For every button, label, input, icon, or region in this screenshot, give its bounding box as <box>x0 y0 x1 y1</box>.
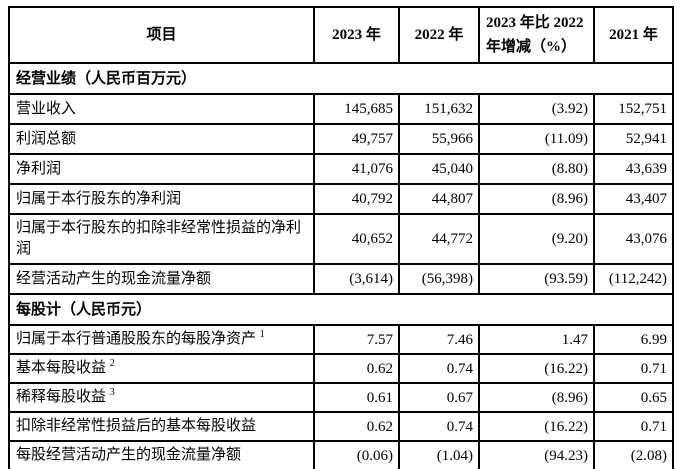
section-title: 经营业绩（人民币百万元） <box>8 62 674 95</box>
value-2022: 0.67 <box>398 382 480 413</box>
section-header-row: 经营业绩（人民币百万元） <box>8 62 674 95</box>
value-2022: 44,772 <box>398 213 480 265</box>
table-header-row: 项目 2023 年 2022 年 2023 年比 2022 年增减（%） 202… <box>8 6 674 64</box>
value-2022: 55,966 <box>398 123 480 155</box>
value-2022: 44,807 <box>398 183 480 215</box>
value-change: (11.09) <box>478 123 595 155</box>
value-change: (94.23) <box>478 440 595 469</box>
value-2022: 0.74 <box>398 411 480 442</box>
table-header: 项目 2023 年 2022 年 2023 年比 2022 年增减（%） 202… <box>8 6 674 64</box>
row-label: 经营活动产生的现金流量净额 <box>8 263 315 295</box>
value-2021: 152,751 <box>593 93 674 125</box>
value-change: (8.96) <box>478 382 595 413</box>
table-row: 归属于本行股东的扣除非经常性损益的净利润 40,652 44,772 (9.20) 43… <box>8 213 674 265</box>
section-header-row: 每股计（人民币元） <box>8 293 674 326</box>
column-header-item: 项目 <box>8 6 315 64</box>
row-label: 稀释每股收益 3 <box>8 382 315 413</box>
row-label: 基本每股收益 2 <box>8 353 315 384</box>
row-label: 归属于本行股东的净利润 <box>8 183 315 215</box>
footnote-marker: 1 <box>259 329 265 340</box>
value-2023: (0.06) <box>313 440 400 469</box>
row-label: 扣除非经常性损益后的基本每股收益 <box>8 411 315 442</box>
value-2023: 0.62 <box>313 411 400 442</box>
table-row: 利润总额 49,757 55,966 (11.09) 52,941 <box>8 123 674 155</box>
column-header-2022: 2022 年 <box>398 6 480 64</box>
table-body: 经营业绩（人民币百万元） 营业收入 145,685 151,632 (3.92) 152,… <box>8 62 674 469</box>
table-row: 归属于本行股东的净利润 40,792 44,807 (8.96) 43,407 <box>8 183 674 215</box>
value-2023: 0.62 <box>313 353 400 384</box>
value-2022: 45,040 <box>398 153 480 185</box>
value-2022: 7.46 <box>398 324 480 355</box>
value-2023: 0.61 <box>313 382 400 413</box>
column-header-change: 2023 年比 2022 年增减（%） <box>478 6 595 64</box>
table-row: 扣除非经常性损益后的基本每股收益 0.62 0.74 (16.22) 0.71 <box>8 411 674 442</box>
value-2022: (56,398) <box>398 263 480 295</box>
value-change: (16.22) <box>478 411 595 442</box>
value-2021: 0.71 <box>593 411 674 442</box>
column-header-2023: 2023 年 <box>313 6 400 64</box>
value-2023: 145,685 <box>313 93 400 125</box>
footnote-marker: 2 <box>109 358 115 369</box>
value-2023: 41,076 <box>313 153 400 185</box>
value-2021: 6.99 <box>593 324 674 355</box>
value-2023: 7.57 <box>313 324 400 355</box>
table-row: 营业收入 145,685 151,632 (3.92) 152,751 <box>8 93 674 125</box>
table-row: 稀释每股收益 3 0.61 0.67 (8.96) 0.65 <box>8 382 674 413</box>
value-2021: 52,941 <box>593 123 674 155</box>
value-change: (93.59) <box>478 263 595 295</box>
value-2022: 151,632 <box>398 93 480 125</box>
value-change: (16.22) <box>478 353 595 384</box>
value-2023: (3,614) <box>313 263 400 295</box>
value-change: (3.92) <box>478 93 595 125</box>
value-2022: (1.04) <box>398 440 480 469</box>
row-label: 净利润 <box>8 153 315 185</box>
value-2021: 0.71 <box>593 353 674 384</box>
value-2021: 43,076 <box>593 213 674 265</box>
table-row: 净利润 41,076 45,040 (8.80) 43,639 <box>8 153 674 185</box>
table-row: 每股经营活动产生的现金流量净额 (0.06) (1.04) (94.23) (2.08) <box>8 440 674 469</box>
table-row: 经营活动产生的现金流量净额 (3,614) (56,398) (93.59) (112,… <box>8 263 674 295</box>
value-2023: 40,792 <box>313 183 400 215</box>
row-label: 归属于本行普通股股东的每股净资产 1 <box>8 324 315 355</box>
value-2023: 40,652 <box>313 213 400 265</box>
value-2022: 0.74 <box>398 353 480 384</box>
table-row: 归属于本行普通股股东的每股净资产 1 7.57 7.46 1.47 6.99 <box>8 324 674 355</box>
value-change: (8.96) <box>478 183 595 215</box>
row-label: 营业收入 <box>8 93 315 125</box>
value-2023: 49,757 <box>313 123 400 155</box>
value-2021: 43,407 <box>593 183 674 215</box>
row-label: 利润总额 <box>8 123 315 155</box>
value-2021: (2.08) <box>593 440 674 469</box>
row-label: 每股经营活动产生的现金流量净额 <box>8 440 315 469</box>
financial-summary-table: 项目 2023 年 2022 年 2023 年比 2022 年增减（%） 202… <box>8 6 674 469</box>
column-header-2021: 2021 年 <box>593 6 674 64</box>
value-2021: 0.65 <box>593 382 674 413</box>
table-row: 基本每股收益 2 0.62 0.74 (16.22) 0.71 <box>8 353 674 384</box>
section-title: 每股计（人民币元） <box>8 293 674 326</box>
value-change: (9.20) <box>478 213 595 265</box>
value-2021: (112,242) <box>593 263 674 295</box>
value-change: (8.80) <box>478 153 595 185</box>
footnote-marker: 3 <box>109 387 115 398</box>
value-2021: 43,639 <box>593 153 674 185</box>
row-label: 归属于本行股东的扣除非经常性损益的净利润 <box>8 213 315 265</box>
value-change: 1.47 <box>478 324 595 355</box>
